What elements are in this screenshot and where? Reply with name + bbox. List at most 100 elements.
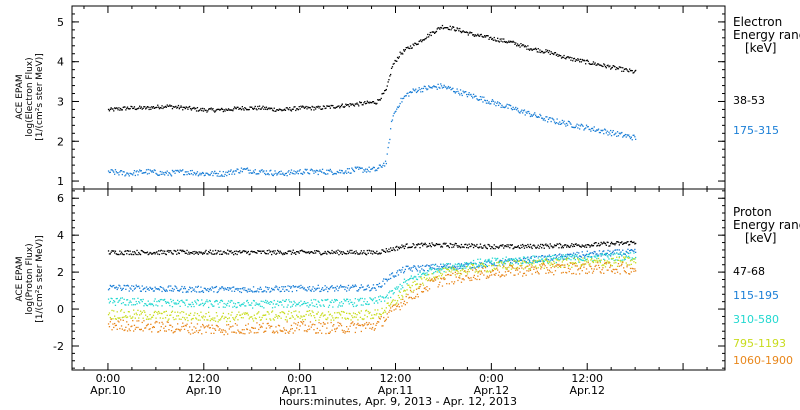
data-point bbox=[524, 261, 526, 263]
data-point bbox=[359, 102, 362, 104]
data-point bbox=[455, 243, 457, 245]
data-point bbox=[235, 332, 237, 334]
data-point bbox=[513, 258, 515, 260]
data-point bbox=[626, 241, 628, 243]
data-point bbox=[157, 331, 159, 333]
data-point bbox=[121, 173, 123, 176]
data-point bbox=[545, 256, 547, 258]
data-point bbox=[184, 288, 186, 290]
data-point bbox=[196, 286, 199, 288]
data-point bbox=[585, 253, 588, 255]
data-point bbox=[120, 297, 122, 299]
data-point bbox=[203, 287, 205, 289]
legend-entries: 38-53175-31547-68115-195310-580795-11931… bbox=[733, 94, 793, 367]
data-point bbox=[572, 262, 574, 264]
data-point bbox=[616, 135, 618, 137]
data-point bbox=[504, 106, 507, 108]
data-point bbox=[538, 247, 540, 249]
data-point bbox=[337, 317, 339, 319]
data-point bbox=[202, 172, 205, 174]
data-point bbox=[501, 274, 503, 276]
data-point bbox=[313, 252, 315, 254]
data-point bbox=[459, 265, 462, 267]
data-point bbox=[416, 278, 419, 281]
data-point bbox=[585, 59, 588, 62]
data-point bbox=[157, 253, 159, 255]
data-point bbox=[386, 302, 388, 304]
data-point bbox=[124, 285, 126, 287]
data-point bbox=[362, 325, 364, 327]
data-point bbox=[504, 245, 507, 247]
data-point bbox=[192, 303, 194, 305]
data-point bbox=[181, 299, 183, 301]
data-point bbox=[456, 269, 458, 271]
data-point bbox=[172, 253, 174, 255]
data-point bbox=[576, 123, 578, 125]
data-point bbox=[563, 54, 565, 57]
data-point bbox=[514, 267, 516, 270]
data-point bbox=[608, 131, 610, 133]
data-point bbox=[595, 130, 597, 132]
data-point bbox=[263, 108, 265, 110]
data-point bbox=[563, 266, 565, 268]
data-point bbox=[154, 169, 156, 172]
data-point bbox=[523, 272, 526, 274]
data-point bbox=[202, 315, 205, 317]
data-point bbox=[206, 111, 208, 113]
data-point bbox=[142, 172, 144, 174]
data-point bbox=[267, 322, 269, 324]
data-point bbox=[388, 79, 390, 81]
data-point bbox=[201, 109, 203, 112]
data-point bbox=[419, 88, 421, 91]
data-point bbox=[237, 168, 239, 171]
data-point bbox=[327, 317, 329, 319]
data-point bbox=[591, 63, 593, 65]
data-point bbox=[377, 167, 379, 170]
data-point bbox=[495, 245, 497, 248]
data-point bbox=[290, 286, 293, 288]
data-point bbox=[125, 109, 127, 111]
data-point bbox=[249, 106, 251, 108]
data-point bbox=[511, 259, 513, 261]
data-point bbox=[500, 260, 502, 262]
data-point bbox=[375, 169, 377, 171]
data-point bbox=[515, 262, 517, 264]
data-point bbox=[360, 310, 362, 312]
data-point bbox=[585, 254, 587, 256]
data-point bbox=[410, 275, 412, 277]
data-point bbox=[284, 252, 287, 254]
data-point bbox=[339, 313, 341, 315]
data-point bbox=[619, 252, 621, 254]
data-point bbox=[176, 170, 178, 172]
data-point bbox=[422, 39, 425, 41]
data-point bbox=[222, 329, 224, 331]
data-point bbox=[352, 321, 354, 323]
data-point bbox=[213, 319, 215, 321]
data-point bbox=[219, 170, 221, 173]
data-point bbox=[384, 311, 387, 313]
data-point bbox=[176, 107, 178, 109]
data-point bbox=[490, 261, 492, 263]
data-point bbox=[516, 259, 519, 261]
data-point bbox=[110, 251, 112, 253]
data-point bbox=[383, 316, 385, 319]
data-point bbox=[251, 316, 253, 318]
data-point bbox=[485, 102, 488, 104]
data-point bbox=[276, 330, 278, 332]
data-point bbox=[459, 277, 461, 279]
data-point bbox=[609, 65, 611, 67]
data-point bbox=[159, 299, 161, 301]
data-point bbox=[312, 252, 314, 254]
data-point bbox=[310, 168, 312, 170]
data-point bbox=[360, 250, 362, 252]
data-point bbox=[233, 302, 235, 304]
data-point bbox=[315, 288, 318, 290]
data-point bbox=[598, 64, 601, 66]
data-point bbox=[416, 90, 419, 93]
data-point bbox=[239, 172, 241, 174]
data-point bbox=[328, 251, 331, 254]
data-point bbox=[292, 173, 294, 175]
data-point bbox=[457, 263, 459, 265]
data-point bbox=[132, 316, 134, 318]
data-point bbox=[158, 300, 160, 302]
